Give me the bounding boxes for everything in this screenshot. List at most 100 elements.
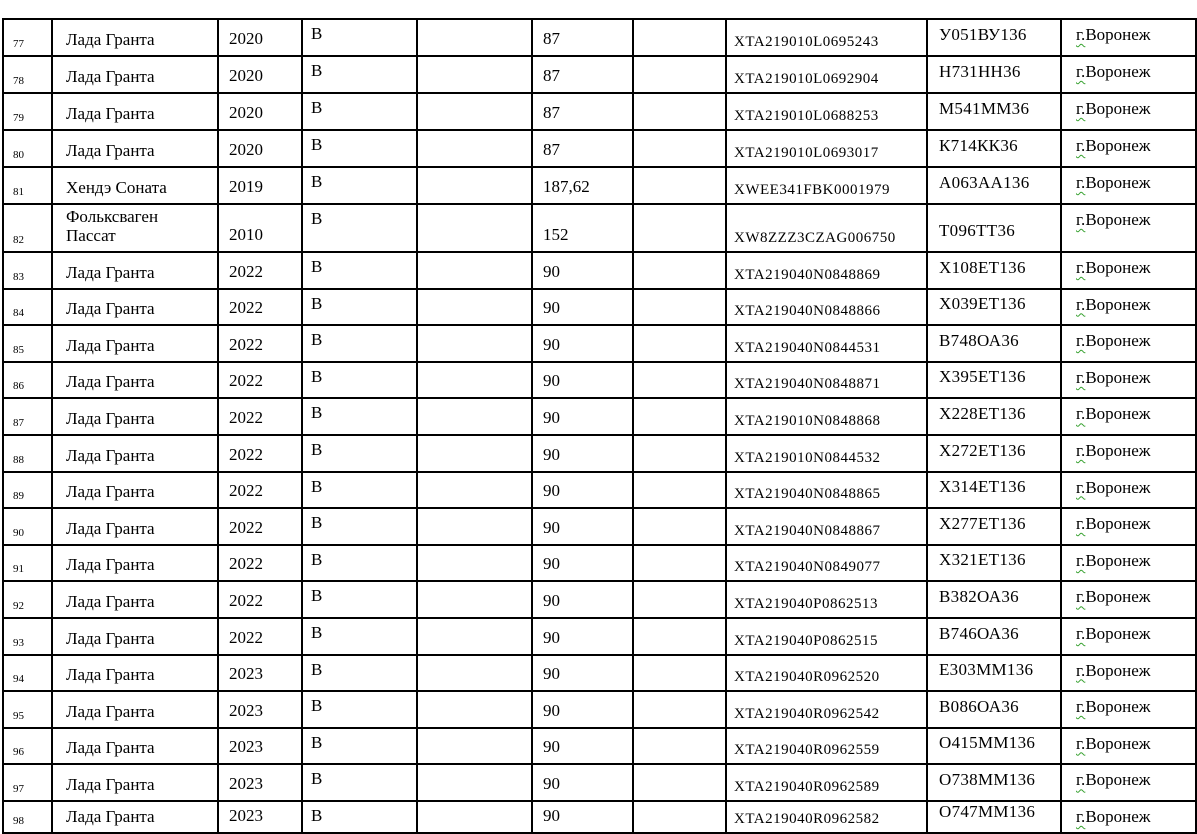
city-cell[interactable]: г.Воронеж xyxy=(1060,55,1197,94)
plate-cell[interactable]: В086ОА36 xyxy=(926,690,1062,729)
row-number-cell[interactable]: 85 xyxy=(2,324,53,363)
empty-cell[interactable] xyxy=(632,433,727,473)
vin-cell[interactable]: XTA219010N0848868 xyxy=(725,397,928,436)
category-cell[interactable]: В xyxy=(301,324,418,363)
year-cell[interactable]: 2022 xyxy=(217,360,303,400)
plate-cell[interactable]: К714КК36 xyxy=(926,129,1062,168)
vin-cell[interactable]: XTA219040R0962520 xyxy=(725,653,928,693)
city-cell[interactable]: г.Воронеж xyxy=(1060,763,1197,802)
row-number-cell[interactable]: 83 xyxy=(2,251,53,290)
city-cell[interactable]: г.Воронеж xyxy=(1060,726,1197,766)
city-cell[interactable]: г.Воронеж xyxy=(1060,251,1197,290)
vehicle-name-cell[interactable]: Лада Гранта xyxy=(51,287,219,327)
empty-cell[interactable] xyxy=(632,470,727,510)
category-cell[interactable]: В xyxy=(301,653,418,693)
vehicle-name-cell[interactable]: Лада Гранта xyxy=(51,543,219,583)
row-number-cell[interactable]: 87 xyxy=(2,397,53,436)
plate-cell[interactable]: О415ММ136 xyxy=(926,726,1062,766)
vehicle-name-cell[interactable]: Лада Гранта xyxy=(51,763,219,802)
plate-cell[interactable]: В746ОА36 xyxy=(926,616,1062,656)
plate-cell[interactable]: Е303ММ136 xyxy=(926,653,1062,693)
vehicle-name-cell[interactable]: Лада Гранта xyxy=(51,653,219,693)
plate-cell[interactable]: М541ММ36 xyxy=(926,92,1062,131)
vin-cell[interactable]: XTA219040P0862513 xyxy=(725,580,928,619)
category-cell[interactable]: В xyxy=(301,129,418,168)
vin-cell[interactable]: XTA219010L0695243 xyxy=(725,18,928,57)
year-cell[interactable]: 2022 xyxy=(217,287,303,327)
year-cell[interactable]: 2023 xyxy=(217,690,303,729)
empty-cell[interactable] xyxy=(632,92,727,131)
vehicle-name-cell[interactable]: Лада Гранта xyxy=(51,251,219,290)
city-cell[interactable]: г.Воронеж xyxy=(1060,18,1197,57)
power-cell[interactable]: 90 xyxy=(531,543,634,583)
year-cell[interactable]: 2022 xyxy=(217,470,303,510)
power-cell[interactable]: 187,62 xyxy=(531,166,634,205)
empty-cell[interactable] xyxy=(416,324,533,363)
power-cell[interactable]: 90 xyxy=(531,763,634,802)
plate-cell[interactable]: В382ОА36 xyxy=(926,580,1062,619)
vehicle-name-cell[interactable]: Лада Гранта xyxy=(51,799,219,834)
power-cell[interactable]: 87 xyxy=(531,55,634,94)
empty-cell[interactable] xyxy=(632,129,727,168)
empty-cell[interactable] xyxy=(416,690,533,729)
year-cell[interactable]: 2010 xyxy=(217,203,303,253)
vin-cell[interactable]: XTA219040R0962582 xyxy=(725,799,928,834)
year-cell[interactable]: 2022 xyxy=(217,616,303,656)
vehicle-name-cell[interactable]: Фольксваген Пассат xyxy=(51,203,219,253)
category-cell[interactable]: В xyxy=(301,166,418,205)
category-cell[interactable]: В xyxy=(301,92,418,131)
power-cell[interactable]: 90 xyxy=(531,726,634,766)
plate-cell[interactable]: Н731НН36 xyxy=(926,55,1062,94)
city-cell[interactable]: г.Воронеж xyxy=(1060,203,1197,253)
year-cell[interactable]: 2022 xyxy=(217,543,303,583)
row-number-cell[interactable]: 95 xyxy=(2,690,53,729)
category-cell[interactable]: В xyxy=(301,470,418,510)
row-number-cell[interactable]: 79 xyxy=(2,92,53,131)
power-cell[interactable]: 90 xyxy=(531,653,634,693)
row-number-cell[interactable]: 93 xyxy=(2,616,53,656)
power-cell[interactable]: 90 xyxy=(531,470,634,510)
power-cell[interactable]: 90 xyxy=(531,287,634,327)
category-cell[interactable]: В xyxy=(301,690,418,729)
vehicle-name-cell[interactable]: Лада Гранта xyxy=(51,690,219,729)
row-number-cell[interactable]: 91 xyxy=(2,543,53,583)
plate-cell[interactable]: Х228ЕТ136 xyxy=(926,397,1062,436)
power-cell[interactable]: 152 xyxy=(531,203,634,253)
category-cell[interactable]: В xyxy=(301,433,418,473)
vin-cell[interactable]: XTA219040N0848865 xyxy=(725,470,928,510)
vehicle-name-cell[interactable]: Лада Гранта xyxy=(51,92,219,131)
vehicle-name-cell[interactable]: Лада Гранта xyxy=(51,507,219,546)
empty-cell[interactable] xyxy=(416,543,533,583)
empty-cell[interactable] xyxy=(632,653,727,693)
row-number-cell[interactable]: 86 xyxy=(2,360,53,400)
row-number-cell[interactable]: 78 xyxy=(2,55,53,94)
empty-cell[interactable] xyxy=(416,203,533,253)
plate-cell[interactable]: Х321ЕТ136 xyxy=(926,543,1062,583)
city-cell[interactable]: г.Воронеж xyxy=(1060,360,1197,400)
plate-cell[interactable]: Х039ЕТ136 xyxy=(926,287,1062,327)
plate-cell[interactable]: В748ОА36 xyxy=(926,324,1062,363)
category-cell[interactable]: В xyxy=(301,763,418,802)
empty-cell[interactable] xyxy=(416,616,533,656)
row-number-cell[interactable]: 84 xyxy=(2,287,53,327)
empty-cell[interactable] xyxy=(632,166,727,205)
empty-cell[interactable] xyxy=(632,726,727,766)
vehicle-name-cell[interactable]: Лада Гранта xyxy=(51,397,219,436)
city-cell[interactable]: г.Воронеж xyxy=(1060,433,1197,473)
vin-cell[interactable]: XTA219010L0693017 xyxy=(725,129,928,168)
year-cell[interactable]: 2022 xyxy=(217,397,303,436)
row-number-cell[interactable]: 88 xyxy=(2,433,53,473)
city-cell[interactable]: г.Воронеж xyxy=(1060,507,1197,546)
row-number-cell[interactable]: 96 xyxy=(2,726,53,766)
vin-cell[interactable]: XWEE341FBK0001979 xyxy=(725,166,928,205)
category-cell[interactable]: В xyxy=(301,726,418,766)
row-number-cell[interactable]: 90 xyxy=(2,507,53,546)
category-cell[interactable]: В xyxy=(301,251,418,290)
empty-cell[interactable] xyxy=(416,92,533,131)
empty-cell[interactable] xyxy=(632,799,727,834)
category-cell[interactable]: В xyxy=(301,799,418,834)
row-number-cell[interactable]: 81 xyxy=(2,166,53,205)
city-cell[interactable]: г.Воронеж xyxy=(1060,616,1197,656)
plate-cell[interactable]: О747ММ136 xyxy=(926,799,1062,834)
vin-cell[interactable]: XTA219040P0862515 xyxy=(725,616,928,656)
